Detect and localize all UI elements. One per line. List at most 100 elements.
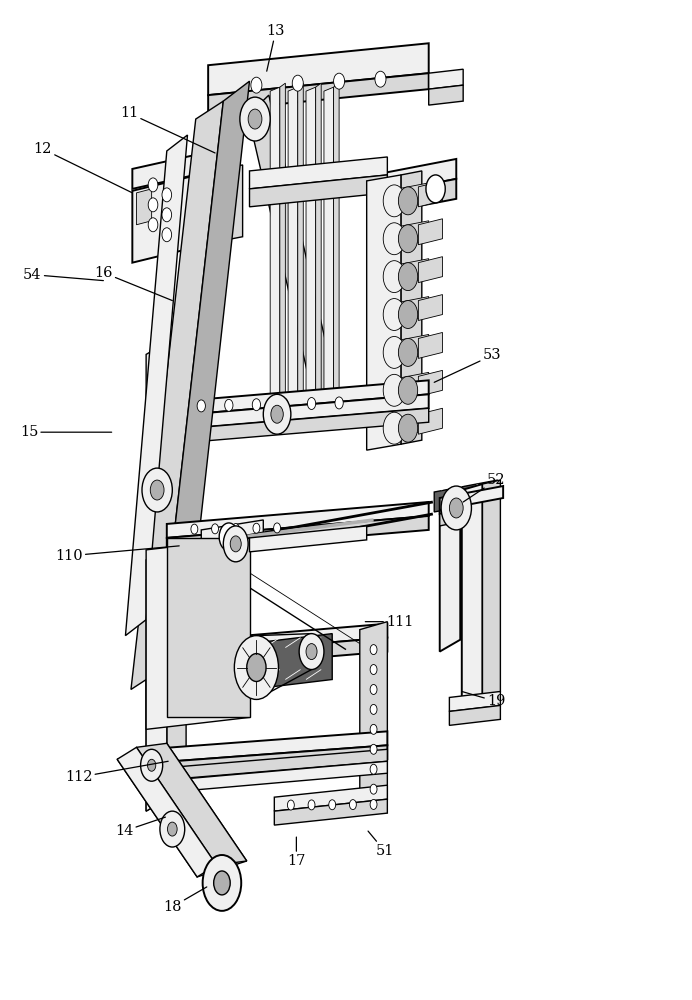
- Circle shape: [335, 397, 343, 409]
- Circle shape: [140, 749, 163, 781]
- Polygon shape: [274, 799, 388, 825]
- Circle shape: [224, 526, 248, 562]
- Circle shape: [383, 261, 406, 293]
- Circle shape: [383, 223, 406, 255]
- Polygon shape: [250, 157, 388, 189]
- Text: 54: 54: [23, 268, 103, 282]
- Circle shape: [219, 523, 239, 551]
- Polygon shape: [146, 745, 388, 777]
- Polygon shape: [434, 480, 498, 512]
- Polygon shape: [248, 95, 339, 420]
- Polygon shape: [388, 372, 429, 400]
- Polygon shape: [167, 538, 250, 717]
- Polygon shape: [374, 159, 456, 195]
- Circle shape: [449, 498, 463, 518]
- Circle shape: [191, 524, 198, 534]
- Circle shape: [375, 71, 386, 87]
- Polygon shape: [117, 747, 217, 877]
- Circle shape: [273, 523, 280, 533]
- Polygon shape: [419, 332, 442, 358]
- Text: 53: 53: [434, 348, 502, 382]
- Circle shape: [147, 759, 156, 771]
- Circle shape: [383, 336, 406, 368]
- Circle shape: [370, 799, 377, 809]
- Circle shape: [370, 645, 377, 655]
- Circle shape: [370, 684, 377, 694]
- Circle shape: [212, 524, 219, 534]
- Polygon shape: [270, 87, 280, 404]
- Polygon shape: [306, 87, 316, 404]
- Circle shape: [162, 208, 172, 222]
- Circle shape: [251, 77, 262, 93]
- Polygon shape: [388, 334, 429, 362]
- Polygon shape: [439, 502, 498, 526]
- Polygon shape: [401, 171, 422, 444]
- Circle shape: [383, 412, 406, 444]
- Polygon shape: [217, 634, 332, 693]
- Polygon shape: [174, 624, 388, 656]
- Text: 110: 110: [55, 546, 179, 563]
- Polygon shape: [388, 259, 429, 287]
- Polygon shape: [460, 484, 478, 640]
- Circle shape: [162, 228, 172, 242]
- Circle shape: [399, 263, 418, 291]
- Circle shape: [233, 524, 239, 534]
- Circle shape: [370, 764, 377, 774]
- Text: 14: 14: [115, 817, 165, 838]
- Text: 52: 52: [463, 473, 505, 502]
- Circle shape: [441, 486, 471, 530]
- Polygon shape: [462, 484, 482, 703]
- Circle shape: [287, 800, 294, 810]
- Circle shape: [150, 480, 164, 500]
- Polygon shape: [439, 490, 498, 514]
- Polygon shape: [208, 73, 429, 111]
- Text: 12: 12: [33, 142, 132, 193]
- Circle shape: [148, 178, 158, 192]
- Polygon shape: [250, 175, 388, 207]
- Circle shape: [334, 73, 345, 89]
- Circle shape: [148, 198, 158, 212]
- Polygon shape: [136, 743, 247, 865]
- Circle shape: [399, 187, 418, 215]
- Circle shape: [292, 75, 303, 91]
- Circle shape: [370, 704, 377, 714]
- Polygon shape: [419, 370, 442, 396]
- Polygon shape: [208, 43, 429, 95]
- Polygon shape: [174, 638, 388, 670]
- Polygon shape: [298, 83, 303, 400]
- Polygon shape: [132, 149, 222, 189]
- Text: 112: 112: [65, 761, 168, 784]
- Polygon shape: [167, 394, 429, 430]
- Circle shape: [203, 855, 242, 911]
- Text: 19: 19: [462, 691, 505, 708]
- Text: 111: 111: [365, 615, 413, 629]
- Polygon shape: [136, 189, 152, 225]
- Circle shape: [142, 468, 172, 512]
- Polygon shape: [146, 342, 167, 811]
- Circle shape: [248, 109, 262, 129]
- Circle shape: [370, 784, 377, 794]
- Circle shape: [253, 523, 260, 533]
- Text: 16: 16: [94, 266, 172, 301]
- Text: 11: 11: [120, 106, 215, 153]
- Circle shape: [160, 811, 185, 847]
- Polygon shape: [449, 691, 500, 711]
- Circle shape: [399, 301, 418, 328]
- Polygon shape: [324, 87, 334, 404]
- Polygon shape: [167, 408, 429, 444]
- Polygon shape: [429, 85, 463, 105]
- Circle shape: [399, 225, 418, 253]
- Circle shape: [225, 399, 233, 411]
- Circle shape: [426, 175, 445, 203]
- Polygon shape: [439, 490, 460, 652]
- Text: 18: 18: [163, 887, 207, 914]
- Polygon shape: [201, 520, 263, 550]
- Circle shape: [162, 188, 172, 202]
- Text: 13: 13: [266, 24, 285, 71]
- Polygon shape: [222, 165, 243, 241]
- Polygon shape: [125, 135, 188, 636]
- Circle shape: [329, 800, 336, 810]
- Polygon shape: [280, 83, 285, 400]
- Polygon shape: [419, 295, 442, 320]
- Polygon shape: [482, 480, 500, 697]
